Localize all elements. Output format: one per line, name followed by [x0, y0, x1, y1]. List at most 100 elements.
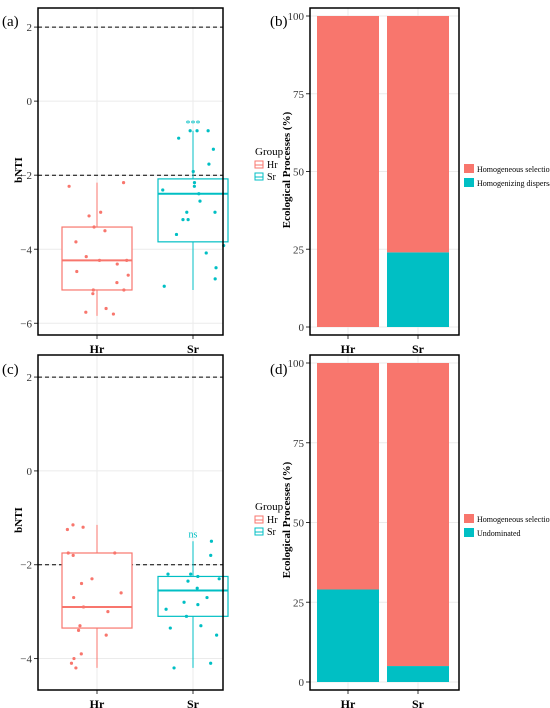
y-tick-label: 100	[288, 11, 305, 23]
data-point	[113, 551, 117, 555]
data-point	[191, 169, 195, 174]
panel-border	[309, 354, 460, 691]
y-tick-label: 75	[293, 89, 305, 101]
y-tick-label: 50	[293, 518, 305, 530]
data-point	[195, 586, 199, 590]
x-tick-label: Sr	[187, 342, 200, 356]
x-tick-label: Hr	[341, 342, 356, 356]
panel-label: (c)	[2, 362, 19, 378]
data-point	[84, 310, 88, 314]
data-point	[214, 266, 218, 270]
data-point	[188, 129, 192, 133]
data-point	[97, 258, 102, 262]
data-point	[121, 181, 126, 185]
data-point	[111, 312, 116, 316]
data-point	[207, 162, 211, 166]
y-axis-title: bNTI	[13, 507, 25, 533]
data-point	[115, 262, 119, 266]
panel-border	[37, 354, 224, 691]
y-tick-label: 50	[293, 167, 305, 179]
bar-segment	[387, 363, 449, 667]
panel-label: (a)	[2, 14, 19, 30]
data-point	[204, 251, 208, 255]
data-point	[115, 280, 119, 285]
gridlines	[38, 355, 223, 690]
y-tick-label: 2	[27, 22, 33, 34]
data-point	[211, 147, 215, 151]
data-point	[196, 574, 200, 579]
data-point	[205, 595, 209, 600]
box	[61, 226, 133, 291]
significance-label: ***	[186, 119, 201, 130]
data-point	[209, 539, 214, 543]
y-axis: 2 0 −2 −4 bNTI	[13, 372, 38, 666]
data-point	[199, 624, 203, 628]
data-point	[126, 273, 130, 277]
legend-label: Hr	[267, 160, 278, 171]
legend-key	[464, 528, 474, 537]
data-point	[196, 602, 200, 607]
data-point	[192, 184, 196, 188]
legend-key	[464, 164, 474, 173]
data-point	[65, 527, 69, 532]
data-point	[186, 218, 190, 222]
box-sr: ns	[157, 529, 229, 670]
legend: Homogeneous selection Undominated	[464, 514, 550, 538]
y-tick-label: 2	[27, 372, 33, 384]
data-point	[72, 656, 76, 661]
x-tick-label: Sr	[412, 697, 425, 708]
x-tick-label: Hr	[341, 697, 356, 708]
data-point	[162, 284, 166, 288]
data-point	[206, 129, 210, 133]
data-point	[69, 661, 74, 665]
data-point	[91, 288, 95, 292]
data-point	[197, 192, 201, 196]
data-point	[186, 579, 190, 583]
bar-segment	[387, 16, 449, 253]
box-hr	[61, 523, 133, 670]
data-point	[174, 232, 179, 237]
data-point	[75, 269, 79, 274]
bar-segment	[317, 363, 379, 590]
y-tick-label: −2	[20, 170, 32, 182]
box	[157, 178, 229, 243]
data-point	[119, 591, 123, 595]
y-tick-label: −6	[20, 318, 32, 330]
significance-label: ns	[189, 529, 198, 540]
y-axis: 2 0 −2 −4 −6 bNTI	[13, 22, 38, 330]
panel-border	[37, 7, 224, 336]
data-point	[192, 181, 197, 185]
panel-label: (d)	[270, 362, 288, 378]
legend-key	[464, 178, 474, 187]
legend-label: Sr	[267, 527, 277, 538]
x-tick-label: Sr	[187, 697, 200, 708]
x-axis: Hr Sr	[341, 335, 425, 356]
data-point	[182, 600, 186, 604]
data-point	[79, 581, 84, 586]
box-hr	[61, 181, 133, 316]
data-point	[104, 633, 108, 637]
y-tick-label: 0	[27, 466, 33, 478]
data-point	[72, 595, 76, 600]
data-point	[81, 605, 86, 609]
data-point	[215, 633, 219, 637]
data-point	[74, 666, 78, 670]
data-point	[213, 210, 217, 214]
legend-label: Homogenizing dispersal	[477, 179, 550, 188]
x-axis: Hr Sr	[341, 690, 425, 708]
data-point	[92, 225, 96, 229]
data-point	[185, 210, 189, 214]
y-axis-title: Ecological Processes (%)	[281, 461, 293, 578]
legend: Homogeneous selection Homogenizing disper…	[464, 164, 550, 188]
data-point	[189, 572, 193, 576]
data-point	[106, 610, 110, 614]
bar-segment	[317, 16, 379, 327]
legend-title: Group	[255, 501, 284, 513]
data-point	[90, 577, 94, 581]
data-point	[209, 661, 213, 665]
